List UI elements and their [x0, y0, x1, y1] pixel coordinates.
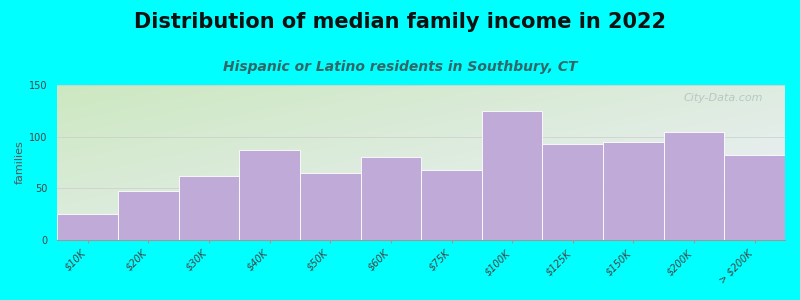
Bar — [361, 158, 421, 240]
Bar — [421, 170, 482, 240]
Bar — [239, 150, 300, 240]
Text: Distribution of median family income in 2022: Distribution of median family income in … — [134, 12, 666, 32]
Bar — [118, 190, 178, 240]
Bar — [542, 144, 603, 240]
Text: Hispanic or Latino residents in Southbury, CT: Hispanic or Latino residents in Southbur… — [222, 60, 578, 74]
Bar — [664, 131, 724, 240]
Text: City-Data.com: City-Data.com — [684, 93, 763, 103]
Y-axis label: families: families — [15, 141, 25, 184]
Bar — [603, 142, 664, 240]
Bar — [724, 155, 785, 240]
Bar — [178, 176, 239, 240]
Bar — [300, 173, 361, 240]
Bar — [58, 214, 118, 240]
Bar — [482, 111, 542, 240]
